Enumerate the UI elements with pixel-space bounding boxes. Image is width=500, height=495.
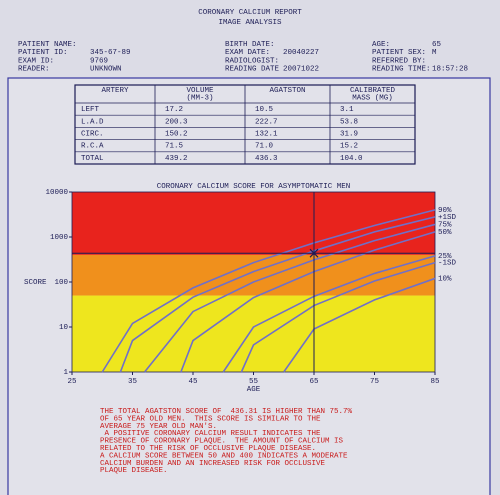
y-axis-label: SCORE — [24, 279, 47, 287]
info-label: PATIENT ID: — [18, 49, 68, 57]
y-tick-label: 1 — [63, 369, 68, 377]
info-label: BIRTH DATE: — [225, 41, 275, 49]
patient-marker — [309, 248, 319, 258]
x-tick-label: 25 — [67, 378, 77, 386]
info-label: EXAM DATE: — [225, 49, 270, 57]
info-label: EXAM ID: — [18, 57, 54, 65]
table-header: MASS (MG) — [352, 94, 393, 102]
x-tick-label: 35 — [128, 378, 138, 386]
summary-line: OF 65 YEAR OLD MEN. THIS SCORE IS SIMILA… — [100, 415, 321, 423]
y-tick-label: 10 — [59, 324, 69, 332]
table-cell: 222.7 — [255, 118, 278, 126]
info-value: 18:57:28 — [432, 66, 468, 74]
info-value: 9769 — [90, 57, 108, 65]
info-value: 20071022 — [283, 66, 319, 74]
curve-label: 50% — [438, 229, 452, 237]
score-band — [72, 254, 435, 296]
table-cell: 200.3 — [165, 118, 188, 126]
percentile-curve — [101, 209, 436, 373]
x-tick-label: 75 — [370, 378, 380, 386]
percentile-curve — [180, 231, 436, 373]
summary-line: THE TOTAL AGATSTON SCORE OF 436.31 IS HI… — [100, 408, 353, 416]
y-tick-label: 100 — [54, 279, 68, 287]
info-value: UNKNOWN — [90, 66, 122, 74]
table-cell: 53.8 — [340, 118, 358, 126]
table-cell: 17.2 — [165, 106, 183, 114]
info-label: RADIOLOGIST: — [225, 57, 279, 65]
info-value: M — [432, 49, 437, 57]
table-header: VOLUME — [186, 87, 214, 95]
curve-label: 75% — [438, 221, 452, 229]
info-label: PATIENT NAME: — [18, 41, 77, 49]
table-cell: 439.2 — [165, 155, 188, 163]
table-cell: 104.0 — [340, 155, 363, 163]
table-cell: 436.3 — [255, 155, 278, 163]
info-value: 20040227 — [283, 49, 319, 57]
table-cell: R.C.A — [81, 143, 104, 151]
table-header: AGATSTON — [269, 87, 305, 95]
x-tick-label: 85 — [430, 378, 440, 386]
table-cell: L.A.D — [81, 118, 104, 126]
score-band — [72, 192, 435, 255]
x-tick-label: 65 — [309, 378, 319, 386]
info-label: READER: — [18, 66, 50, 74]
curve-label: 10% — [438, 275, 452, 283]
table-cell: 15.2 — [340, 143, 358, 151]
x-tick-label: 45 — [188, 378, 198, 386]
percentile-curve — [143, 223, 436, 373]
y-tick-label: 1000 — [50, 234, 69, 242]
report-subtitle: IMAGE ANALYSIS — [218, 19, 282, 27]
table-cell: 71.5 — [165, 143, 184, 151]
percentile-curve — [119, 216, 436, 373]
summary-line: A POSITIVE CORONARY CALCIUM RESULT INDIC… — [100, 430, 321, 438]
summary-line: A CALCIUM SCORE BETWEEN 50 AND 400 INDIC… — [100, 452, 348, 460]
info-value: 65 — [432, 41, 442, 49]
table-cell: 71.0 — [255, 143, 274, 151]
summary-line: PLAQUE DISEASE. — [100, 467, 168, 475]
curve-label: -1SD — [438, 260, 457, 268]
info-label: AGE: — [372, 41, 390, 49]
table-cell: 3.1 — [340, 106, 354, 114]
table-cell: 132.1 — [255, 130, 278, 138]
table-cell: TOTAL — [81, 155, 104, 163]
summary-line: RELATED TO THE RISK OF OCCLUSIVE PLAQUE … — [100, 445, 316, 453]
curve-label: 90% — [438, 207, 452, 215]
summary-line: CALCIUM BURDEN AND AN INCREASED RISK FOR… — [100, 460, 326, 468]
y-tick-label: 10000 — [45, 189, 68, 197]
table-cell: 31.9 — [340, 130, 358, 138]
chart-title: CORONARY CALCIUM SCORE FOR ASYMPTOMATIC … — [157, 183, 351, 191]
table-cell: CIRC. — [81, 130, 104, 138]
table-cell: LEFT — [81, 106, 100, 114]
score-band — [72, 295, 435, 372]
percentile-curve — [283, 277, 436, 373]
info-label: READING DATE — [225, 66, 280, 74]
summary-line: PRESENCE OF CORONARY PLAQUE. THE AMOUNT … — [100, 438, 344, 446]
info-label: PATIENT SEX: — [372, 49, 426, 57]
x-axis-label: AGE — [247, 386, 261, 394]
curve-label: 25% — [438, 253, 452, 261]
table-cell: 150.2 — [165, 130, 188, 138]
table-header: (MM-3) — [186, 94, 213, 102]
curve-label: +1SD — [438, 214, 457, 222]
x-tick-label: 55 — [249, 378, 259, 386]
summary-line: AVERAGE 75 YEAR OLD MAN'S. — [100, 423, 217, 431]
info-label: REFERRED BY: — [372, 57, 426, 65]
info-label: READING TIME: — [372, 66, 431, 74]
report-title: CORONARY CALCIUM REPORT — [198, 9, 302, 17]
table-header: CALIBRATED — [350, 87, 396, 95]
table-header: ARTERY — [101, 87, 129, 95]
info-value: 345-67-89 — [90, 49, 131, 57]
table-cell: 10.5 — [255, 106, 274, 114]
